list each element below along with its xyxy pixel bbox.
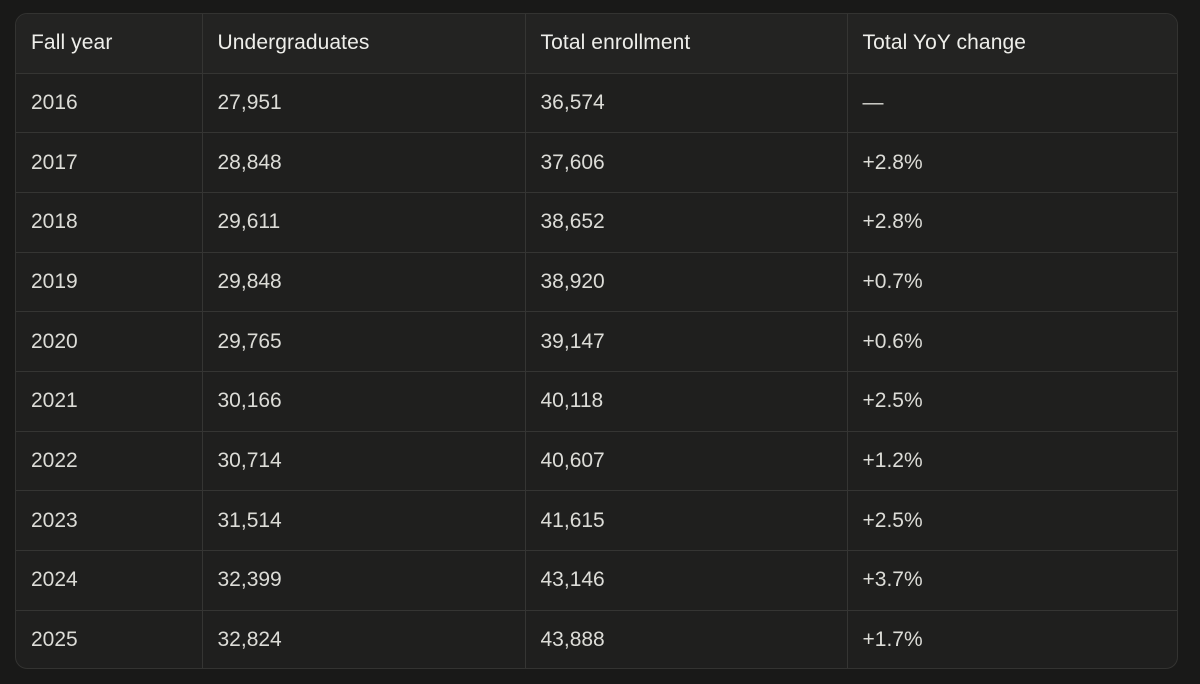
header-total-enrollment: Total enrollment: [525, 14, 848, 74]
cell-total-enrollment: 39,147: [525, 311, 848, 372]
cell-total-enrollment: 38,652: [525, 192, 848, 253]
cell-fall-year: 2024: [16, 550, 203, 611]
cell-undergraduates: 31,514: [202, 490, 526, 551]
cell-undergraduates: 29,848: [202, 252, 526, 313]
cell-total-yoy-change: +3.7%: [847, 550, 1177, 611]
cell-total-enrollment: 43,146: [525, 550, 848, 611]
cell-total-enrollment: 40,118: [525, 371, 848, 432]
cell-total-yoy-change: +2.8%: [847, 192, 1177, 253]
cell-undergraduates: 30,714: [202, 431, 526, 492]
cell-undergraduates: 30,166: [202, 371, 526, 432]
table-body: 2016 27,951 36,574 — 2017 28,848 37,606 …: [16, 73, 1177, 668]
enrollment-table-container: Fall year Undergraduates Total enrollmen…: [15, 13, 1178, 669]
cell-fall-year: 2023: [16, 490, 203, 551]
cell-total-enrollment: 41,615: [525, 490, 848, 551]
header-row: Fall year Undergraduates Total enrollmen…: [16, 14, 1177, 74]
cell-total-yoy-change: —: [847, 73, 1177, 134]
table-row: 2019 29,848 38,920 +0.7%: [16, 252, 1177, 313]
cell-total-enrollment: 36,574: [525, 73, 848, 134]
cell-total-enrollment: 37,606: [525, 132, 848, 193]
table-row: 2025 32,824 43,888 +1.7%: [16, 610, 1177, 668]
cell-fall-year: 2019: [16, 252, 203, 313]
table-row: 2020 29,765 39,147 +0.6%: [16, 311, 1177, 372]
cell-total-yoy-change: +2.5%: [847, 371, 1177, 432]
table-row: 2018 29,611 38,652 +2.8%: [16, 192, 1177, 253]
header-total-yoy-change: Total YoY change: [847, 14, 1177, 74]
cell-total-enrollment: 43,888: [525, 610, 848, 668]
cell-fall-year: 2017: [16, 132, 203, 193]
enrollment-table: Fall year Undergraduates Total enrollmen…: [16, 14, 1177, 668]
table-row: 2016 27,951 36,574 —: [16, 73, 1177, 134]
header-undergraduates: Undergraduates: [202, 14, 526, 74]
cell-fall-year: 2020: [16, 311, 203, 372]
table-row: 2024 32,399 43,146 +3.7%: [16, 550, 1177, 611]
table-header: Fall year Undergraduates Total enrollmen…: [16, 14, 1177, 74]
cell-total-yoy-change: +2.8%: [847, 132, 1177, 193]
cell-fall-year: 2021: [16, 371, 203, 432]
cell-undergraduates: 29,611: [202, 192, 526, 253]
cell-fall-year: 2025: [16, 610, 203, 668]
cell-undergraduates: 27,951: [202, 73, 526, 134]
header-fall-year: Fall year: [16, 14, 203, 74]
cell-fall-year: 2018: [16, 192, 203, 253]
cell-total-yoy-change: +0.6%: [847, 311, 1177, 372]
cell-total-enrollment: 40,607: [525, 431, 848, 492]
cell-total-yoy-change: +1.2%: [847, 431, 1177, 492]
table-row: 2017 28,848 37,606 +2.8%: [16, 132, 1177, 193]
cell-undergraduates: 28,848: [202, 132, 526, 193]
table-row: 2021 30,166 40,118 +2.5%: [16, 371, 1177, 432]
table-row: 2023 31,514 41,615 +2.5%: [16, 490, 1177, 551]
cell-undergraduates: 32,824: [202, 610, 526, 668]
cell-undergraduates: 29,765: [202, 311, 526, 372]
cell-total-enrollment: 38,920: [525, 252, 848, 313]
cell-total-yoy-change: +0.7%: [847, 252, 1177, 313]
cell-total-yoy-change: +1.7%: [862, 628, 923, 652]
cell-undergraduates: 32,399: [202, 550, 526, 611]
cell-fall-year: 2022: [16, 431, 203, 492]
cell-fall-year: 2016: [16, 73, 203, 134]
table-row: 2022 30,714 40,607 +1.2%: [16, 431, 1177, 492]
cell-total-yoy-change: +2.5%: [847, 490, 1177, 551]
